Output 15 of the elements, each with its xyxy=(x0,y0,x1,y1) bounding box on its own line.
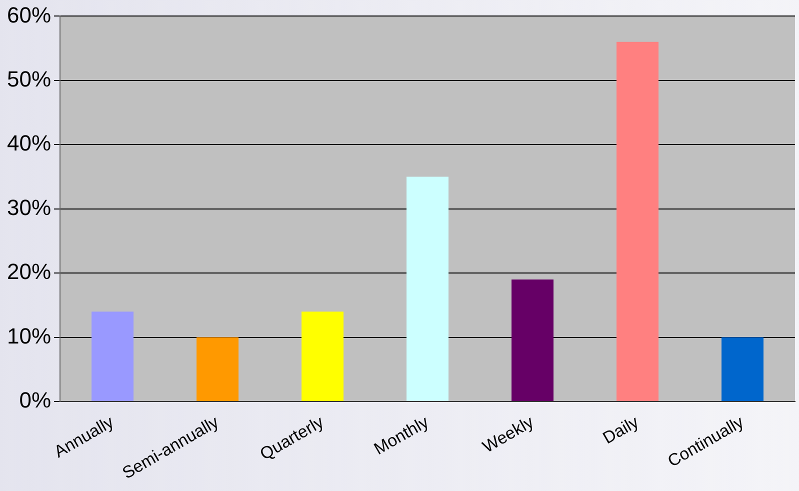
x-tick-label: Daily xyxy=(600,412,642,448)
y-tick-label: 50% xyxy=(6,66,52,92)
bar xyxy=(302,312,344,401)
bar xyxy=(512,279,554,401)
y-tick-label: 0% xyxy=(19,388,52,413)
bar xyxy=(92,312,134,401)
y-tick-label: 40% xyxy=(6,130,52,156)
y-tick-label: 30% xyxy=(6,194,52,220)
y-tick-label: 20% xyxy=(6,259,52,284)
bar xyxy=(722,337,764,401)
bar xyxy=(616,42,659,401)
y-tick-label: 60% xyxy=(6,2,52,28)
y-tick-label: 10% xyxy=(6,323,52,348)
bar xyxy=(196,337,239,401)
bar xyxy=(406,176,449,401)
